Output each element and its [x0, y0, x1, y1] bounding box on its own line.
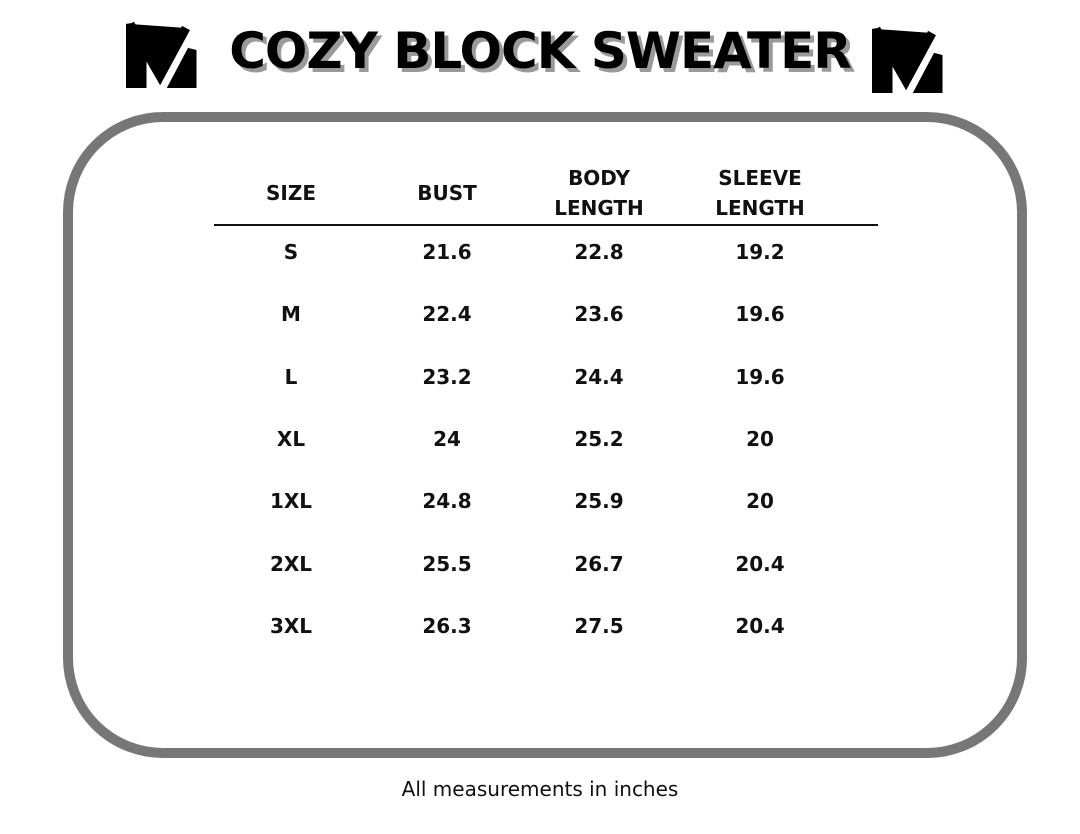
table-cell: 25.9 — [574, 489, 624, 514]
table-cell: 24 — [433, 426, 461, 451]
table-cell: 19.6 — [735, 364, 785, 389]
table-cell: S — [283, 240, 299, 264]
table-cell: 20 — [746, 489, 774, 514]
table-cell: 22.4 — [422, 302, 472, 327]
column-header: BUST — [417, 181, 477, 205]
table-cell: 20.4 — [735, 613, 785, 638]
table-cell: 26.7 — [574, 551, 624, 576]
table-cell: 27.5 — [574, 613, 624, 638]
header-rule — [214, 224, 878, 226]
table-cell: 24.4 — [574, 364, 624, 389]
table-cell: 23.2 — [422, 364, 472, 389]
column-header: SIZE — [265, 181, 316, 205]
table-cell: 3XL — [269, 613, 313, 638]
column-header: SLEEVE LENGTH — [715, 166, 805, 220]
table-cell: 20.4 — [735, 551, 785, 576]
table-cell: 2XL — [269, 551, 313, 576]
table-cell: 25.2 — [574, 426, 624, 451]
footnote: All measurements in inches — [401, 777, 679, 801]
table-cell: 26.3 — [422, 613, 472, 638]
table-cell: 19.6 — [735, 302, 785, 327]
table-cell: 1XL — [269, 489, 313, 514]
column-header: BODY LENGTH — [554, 166, 644, 220]
title: COZY BLOCK SWEATER — [229, 22, 852, 80]
table-cell: 23.6 — [574, 302, 624, 327]
table-cell: L — [284, 364, 298, 389]
table-cell: 25.5 — [422, 551, 472, 576]
logo-right — [872, 26, 943, 93]
table-cell: 19.2 — [735, 240, 785, 264]
table-cell: 20 — [746, 426, 774, 451]
table-cell: XL — [276, 426, 306, 451]
logo-left — [126, 21, 197, 88]
frame — [63, 112, 1027, 758]
table-cell: M — [281, 302, 301, 327]
table-cell: 24.8 — [422, 489, 472, 514]
table-cell: 22.8 — [574, 240, 624, 264]
table-cell: 21.6 — [422, 240, 472, 264]
